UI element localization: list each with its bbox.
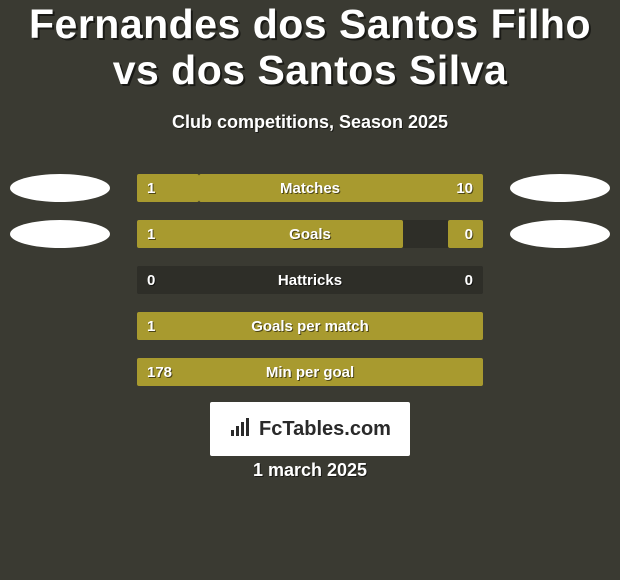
- stat-row: 178Min per goal: [0, 356, 620, 388]
- stat-bar: 178Min per goal: [137, 358, 483, 386]
- stat-bar: 110Matches: [137, 174, 483, 202]
- chart-bars-icon: [229, 416, 251, 443]
- stat-bar: 00Hattricks: [137, 266, 483, 294]
- subtitle: Club competitions, Season 2025: [0, 112, 620, 133]
- stat-bar: 10Goals: [137, 220, 483, 248]
- player-oval-left: [10, 220, 110, 248]
- stat-row: 1Goals per match: [0, 310, 620, 342]
- stat-label: Hattricks: [137, 266, 483, 294]
- stat-row: 110Matches: [0, 172, 620, 204]
- stat-label: Min per goal: [137, 358, 483, 386]
- stat-label: Goals per match: [137, 312, 483, 340]
- date-label: 1 march 2025: [0, 460, 620, 481]
- player-oval-right: [510, 174, 610, 202]
- player-oval-left: [10, 174, 110, 202]
- player-oval-right: [510, 220, 610, 248]
- page-title: Fernandes dos Santos Filho vs dos Santos…: [0, 2, 620, 94]
- stat-label: Goals: [137, 220, 483, 248]
- logo-box: FcTables.com: [210, 402, 410, 456]
- stat-row: 00Hattricks: [0, 264, 620, 296]
- comparison-infographic: Fernandes dos Santos Filho vs dos Santos…: [0, 0, 620, 580]
- stat-label: Matches: [137, 174, 483, 202]
- stat-bar: 1Goals per match: [137, 312, 483, 340]
- logo-text: FcTables.com: [259, 418, 391, 441]
- stat-row: 10Goals: [0, 218, 620, 250]
- stat-rows: 110Matches 10Goals 00Hattricks 1Goals per m…: [0, 172, 620, 402]
